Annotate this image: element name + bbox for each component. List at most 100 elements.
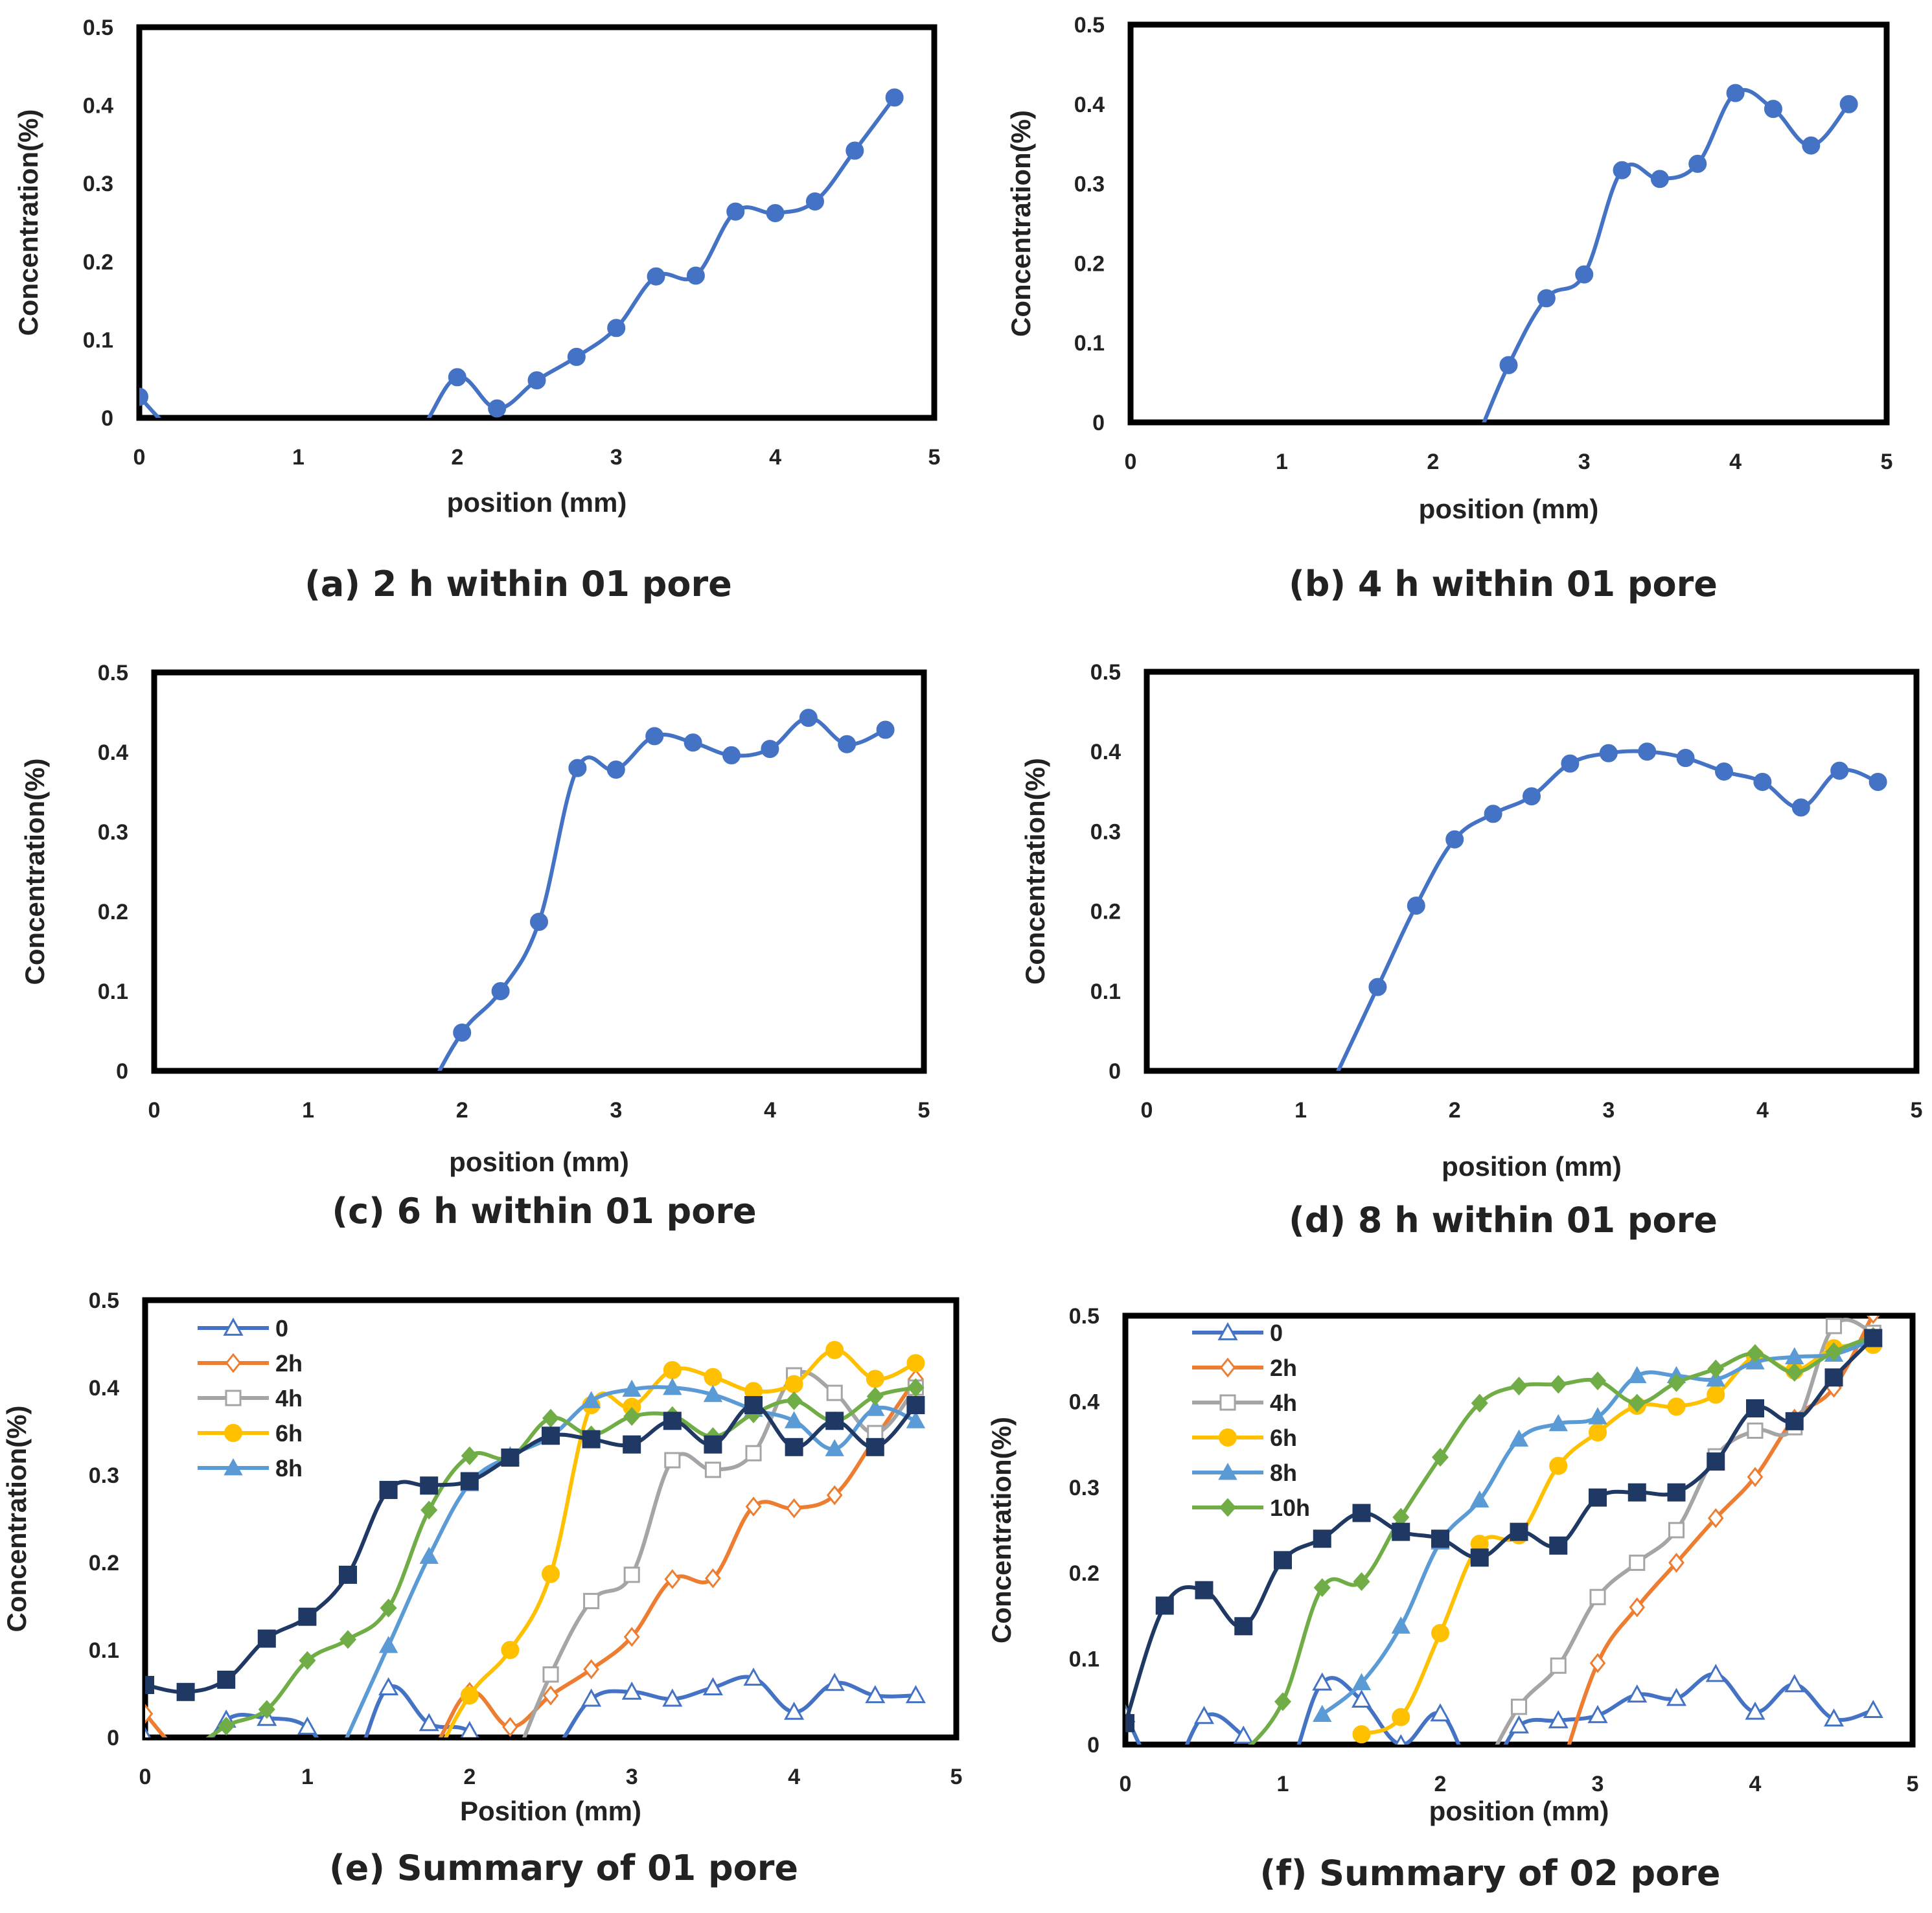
chart-e-series-8h-point (784, 1411, 804, 1428)
chart-c-caption: (c) 6 h within 01 pore (332, 1191, 756, 1231)
chart-e-series-8h-point (419, 1546, 439, 1564)
chart-d-series-8h-point (1561, 754, 1580, 773)
chart-c-ytick: 0 (116, 1059, 128, 1084)
chart-b-ytick: 0.4 (1074, 93, 1105, 117)
chart-e-series-2h-point (583, 1659, 599, 1680)
chart-f-series-12h-point (1470, 1548, 1489, 1567)
chart-e-xtick: 5 (950, 1765, 963, 1789)
chart-e-legend-marker (223, 1317, 244, 1336)
chart-e-series-4h-point (583, 1592, 600, 1609)
chart-f-series-0-point (1233, 1725, 1254, 1744)
chart-e-xtick: 0 (139, 1765, 152, 1789)
chart-d-series-8h-point (1830, 761, 1849, 780)
chart-e-series-8h-point (581, 1391, 601, 1408)
chart-c-series-6h-point (838, 735, 857, 753)
chart-f-series-12h-point (1352, 1504, 1371, 1522)
chart-d-series-8h-point (1407, 896, 1425, 915)
chart-b-plot (1482, 84, 1858, 422)
chart-f-series-6h-point (1352, 1725, 1371, 1744)
chart-b: 0 0.1 0.2 0.3 0.4 0.5 0 1 2 3 4 5 position (mm) Conce… (1006, 13, 1892, 604)
chart-e-series-0-point (702, 1677, 723, 1695)
chart-d-ytick: 0.5 (1090, 660, 1121, 685)
chart-e-series-12h-point (906, 1396, 925, 1414)
chart-c-xtick: 1 (302, 1098, 314, 1123)
chart-d-xtick: 3 (1602, 1098, 1615, 1123)
chart-e-series-0-point (460, 1721, 479, 1737)
chart-c-series-6h-point (530, 912, 548, 931)
chart-e-series-12h-point (339, 1565, 357, 1584)
chart-f-series-6h-point (1707, 1385, 1725, 1404)
chart-e-legend-marker (224, 1424, 242, 1442)
chart-d: 0 0.1 0.2 0.3 0.4 0.5 0 1 2 3 4 5 position (mm) Conce… (1020, 660, 1922, 1241)
chart-e-series-12h-point (825, 1412, 844, 1430)
chart-e-ytick: 0.2 (89, 1551, 119, 1575)
chart-e-series-8h-point (906, 1411, 926, 1428)
chart-c-xtick: 0 (148, 1098, 161, 1123)
chart-c-series-6h-point (645, 727, 664, 746)
chart-f-legend-label: 2h (1270, 1355, 1297, 1381)
chart-e-series-6h-point (825, 1340, 844, 1359)
chart-d-xtick: 5 (1911, 1098, 1923, 1123)
chart-f-series-10h-point (1550, 1375, 1567, 1394)
chart-e-series-12h-point (704, 1435, 722, 1454)
chart-e-series-6h-point (785, 1375, 803, 1393)
chart-b-ytick: 0.2 (1074, 251, 1105, 276)
chart-a-frame (136, 24, 937, 421)
chart-d-ytick: 0 (1109, 1059, 1121, 1084)
chart-e-series-8h-point (663, 1377, 682, 1395)
chart-f-series-4h-point (1825, 1318, 1843, 1335)
chart-f-series-2h-point (1707, 1508, 1724, 1528)
chart-a-xlabel: position (mm) (447, 487, 627, 518)
chart-d-ytick: 0.2 (1090, 900, 1121, 924)
chart-e-series-4h-point (664, 1452, 681, 1469)
chart-f-series-12h-point (1627, 1483, 1646, 1502)
chart-a-xtick: 1 (292, 445, 305, 470)
chart-f-series-0-point (1784, 1674, 1805, 1693)
chart-e-series-0-point (662, 1688, 683, 1707)
chart-f-series-10h-point (1313, 1578, 1331, 1598)
chart-b-xtick: 0 (1125, 450, 1137, 474)
chart-c-series-6h-point (722, 746, 741, 764)
chart-e-legend-label: 0 (275, 1315, 288, 1342)
chart-e-series-0-point (621, 1681, 642, 1700)
chart-a-series-2h-point (607, 319, 626, 338)
chart-c-ytick: 0.2 (98, 900, 128, 924)
chart-e-ytick: 0 (107, 1726, 119, 1750)
chart-a-ytick: 0 (101, 406, 113, 431)
chart-e-series-6h-point (460, 1686, 479, 1705)
chart-f-series-10h-point (1707, 1359, 1725, 1379)
chart-c-xlabel: position (mm) (449, 1147, 629, 1177)
chart-d-caption: (d) 8 h within 01 pore (1289, 1200, 1718, 1241)
chart-d-ytick: 0.1 (1090, 979, 1121, 1004)
chart-f-xtick: 5 (1907, 1772, 1919, 1796)
chart-e-series-6h-point (866, 1369, 884, 1388)
chart-a-xtick: 4 (769, 445, 781, 470)
chart-b-xtick: 4 (1729, 450, 1742, 474)
chart-e-series-8h-point (825, 1439, 844, 1456)
chart-e-plot (145, 1340, 926, 1737)
chart-f-series-8h-point (1627, 1366, 1647, 1384)
chart-f-series-6h-point (1589, 1423, 1607, 1442)
chart-e-series-12h-point (663, 1412, 682, 1430)
chart-f-ylabel: Concentration(%) (986, 1417, 1017, 1644)
chart-e-series-2h-point (623, 1627, 640, 1647)
chart-f-series-12h-point (1195, 1581, 1213, 1599)
chart-d-series-8h-point (1869, 773, 1887, 792)
chart-e: 0 0.1 0.2 0.3 0.4 0.5 0 1 2 3 4 5 Position (mm) Conce… (1, 1289, 962, 1888)
chart-f: 0 0.1 0.2 0.3 0.4 0.5 0 1 2 3 4 5 position (mm) Conce… (986, 1304, 1918, 1894)
chart-a-xtick: 2 (451, 445, 463, 470)
chart-f-series-12h-point (1313, 1529, 1331, 1548)
chart-b-series-4h-point (1764, 100, 1782, 119)
chart-f-ytick: 0.5 (1069, 1304, 1099, 1329)
chart-e-series-10h-point (866, 1387, 884, 1406)
chart-e-series-12h-point (217, 1670, 236, 1689)
chart-f-series-8h-point (1548, 1414, 1568, 1432)
chart-b-series-4h-point (1650, 170, 1669, 189)
chart-f-series-0-point (1627, 1684, 1648, 1703)
chart-f-series-10h-point (1589, 1371, 1607, 1391)
chart-f-xtick: 1 (1277, 1772, 1289, 1796)
chart-e-legend-label: 2h (275, 1350, 303, 1377)
chart-f-series-10h-point (1628, 1393, 1646, 1413)
chart-e-series-6h-point (704, 1368, 722, 1386)
